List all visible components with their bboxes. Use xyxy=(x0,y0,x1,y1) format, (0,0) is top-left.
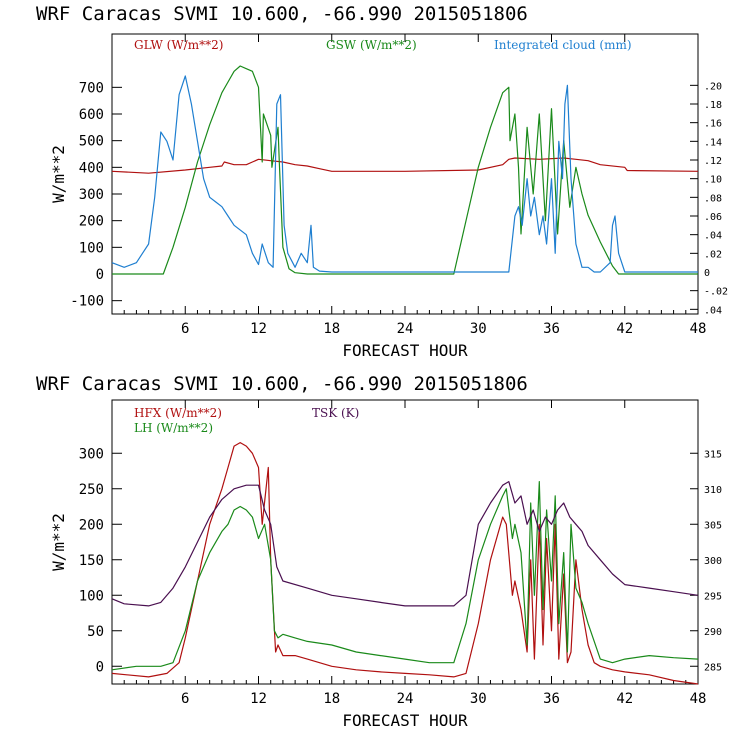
right-tick-label: 315 xyxy=(704,449,722,460)
series-line-hfx xyxy=(111,442,699,685)
panel-2-xlabel: FORECAST HOUR xyxy=(342,711,468,730)
right-tick-label: 310 xyxy=(704,485,722,496)
right-tick-label: .16 xyxy=(704,119,722,130)
right-tick-label: 300 xyxy=(704,556,722,567)
x-tick-label: 42 xyxy=(616,691,633,707)
y-tick-label: 700 xyxy=(79,80,104,96)
x-tick-label: 12 xyxy=(250,691,267,707)
right-tick-label: .12 xyxy=(704,156,722,167)
right-tick-label: .04 xyxy=(704,305,722,316)
panel-2-right-axis: 285 290 295 300 305 310 315 xyxy=(690,449,722,673)
chart-panel-1: WRF Caracas SVMI 10.600, -66.990 2015051… xyxy=(36,3,728,360)
x-tick-label: 24 xyxy=(397,321,414,337)
right-tick-label: .02 xyxy=(704,249,722,260)
y-tick-label: 0 xyxy=(96,659,104,675)
right-tick-label: .20 xyxy=(704,81,722,92)
series-line-tsk xyxy=(111,481,699,607)
y-tick-label: 600 xyxy=(79,107,104,123)
panel-1-right-axis: .04 -.02 0 .02 .04 .06 .08 .10 .12 .14 .16 .18 .20 xyxy=(690,81,728,316)
y-tick-label: 200 xyxy=(79,517,104,533)
right-tick-label: 0 xyxy=(704,268,710,279)
right-tick-label: .10 xyxy=(704,175,722,186)
series-line-lh xyxy=(111,481,699,671)
x-tick-label: 18 xyxy=(323,691,340,707)
x-tick-label: 30 xyxy=(470,691,487,707)
x-tick-label: 48 xyxy=(690,321,707,337)
x-tick-label: 48 xyxy=(690,691,707,707)
x-tick-label: 18 xyxy=(323,321,340,337)
series-line-integrated xyxy=(111,75,698,273)
panel-1-ylabel: W/m**2 xyxy=(49,145,68,203)
right-tick-label: .14 xyxy=(704,137,722,148)
x-tick-label: 12 xyxy=(250,321,267,337)
y-tick-label: -100 xyxy=(70,294,104,310)
legend-lh: LH (W/m**2) xyxy=(134,421,213,435)
panel-1-title: WRF Caracas SVMI 10.600, -66.990 2015051… xyxy=(36,3,528,25)
x-tick-label: 24 xyxy=(397,691,414,707)
series-line-glw xyxy=(111,157,699,174)
right-tick-label: 295 xyxy=(704,591,722,602)
y-tick-label: 0 xyxy=(96,267,104,283)
y-tick-label: 400 xyxy=(79,160,104,176)
y-tick-label: 300 xyxy=(79,446,104,462)
y-tick-label: 250 xyxy=(79,482,104,498)
y-tick-label: 200 xyxy=(79,214,104,230)
x-tick-label: 42 xyxy=(616,321,633,337)
legend-hfx: HFX (W/m**2) xyxy=(134,406,222,420)
x-tick-label: 36 xyxy=(543,691,560,707)
right-tick-label: 305 xyxy=(704,520,722,531)
right-tick-label: .06 xyxy=(704,212,722,223)
y-tick-label: 500 xyxy=(79,134,104,150)
right-tick-label: .08 xyxy=(704,193,722,204)
panel-2-ylabel: W/m**2 xyxy=(49,513,68,571)
panel-1-xlabel: FORECAST HOUR xyxy=(342,341,468,360)
legend-glw: GLW (W/m**2) xyxy=(134,38,223,52)
panel-2-title: WRF Caracas SVMI 10.600, -66.990 2015051… xyxy=(36,373,528,395)
right-tick-label: 285 xyxy=(704,662,722,673)
x-tick-label: 6 xyxy=(181,321,189,337)
y-tick-label: 300 xyxy=(79,187,104,203)
y-tick-label: 100 xyxy=(79,588,104,604)
legend-tsk: TSK (K) xyxy=(312,406,359,420)
right-tick-label: .18 xyxy=(704,100,722,111)
right-tick-label: -.02 xyxy=(704,287,728,298)
panel-1-y-axis: -100 0 100 200 300 400 500 600 700 xyxy=(70,80,122,310)
panel-2-plot-frame xyxy=(111,399,699,685)
chart-panel-2: WRF Caracas SVMI 10.600, -66.990 2015051… xyxy=(36,373,722,730)
y-tick-label: 100 xyxy=(79,240,104,256)
panel-1-x-axis: 6 12 18 24 30 36 42 48 xyxy=(123,34,707,337)
y-tick-label: 150 xyxy=(79,553,104,569)
y-tick-label: 50 xyxy=(87,624,104,640)
right-tick-label: 290 xyxy=(704,627,722,638)
series-line-gsw xyxy=(112,65,698,275)
x-tick-label: 30 xyxy=(470,321,487,337)
x-tick-label: 6 xyxy=(181,691,189,707)
x-tick-label: 36 xyxy=(543,321,560,337)
panel-2-y-axis: 0 50 100 150 200 250 300 xyxy=(79,446,122,675)
legend-integrated-cloud: Integrated cloud (mm) xyxy=(494,38,632,52)
right-tick-label: .04 xyxy=(704,231,722,242)
panel-2-x-axis: 6 12 18 24 30 36 42 48 xyxy=(123,400,707,707)
legend-gsw: GSW (W/m**2) xyxy=(326,38,417,52)
